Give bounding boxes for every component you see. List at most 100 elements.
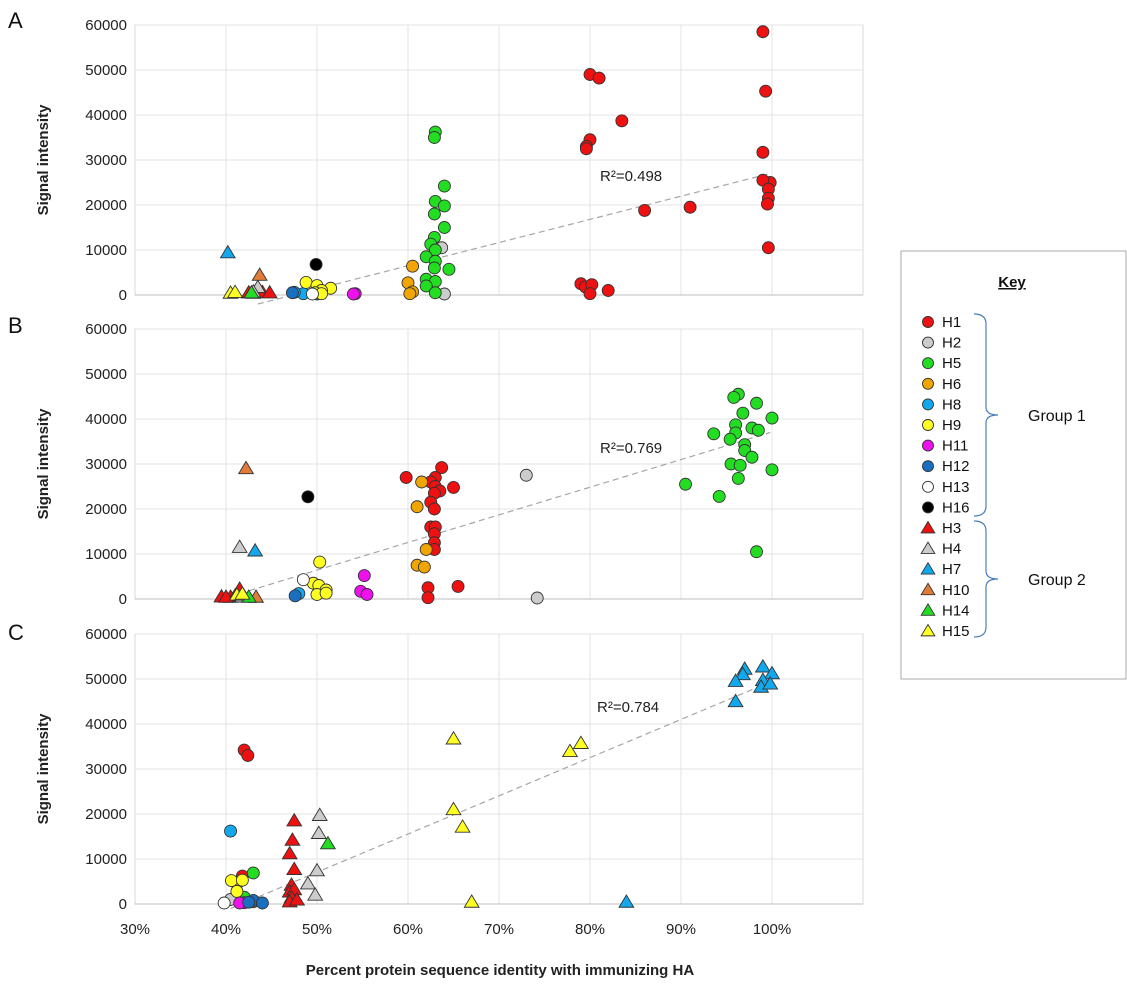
key-title: Key: [998, 274, 1026, 291]
plot-panels: 0 10000 20000 30000 40000 50000 60000 Signal in…: [8, 8, 863, 938]
key-label: H6: [942, 376, 961, 393]
data-point-H1: [616, 115, 628, 127]
x-tick-label: 80%: [575, 921, 605, 938]
data-point-H5: [708, 428, 720, 440]
data-point-H5: [713, 490, 725, 502]
y-axis-label: Signal intensity: [35, 104, 52, 216]
key-marker-H16: [923, 502, 934, 513]
data-point-H13: [306, 288, 318, 300]
x-tick-label: 100%: [753, 921, 791, 938]
y-tick-label: 50000: [85, 62, 127, 79]
data-point-H5: [746, 451, 758, 463]
data-point-H5: [766, 464, 778, 476]
y-tick-label: 10000: [85, 546, 127, 563]
data-point-H1: [448, 481, 460, 493]
data-point-H12: [289, 590, 301, 602]
panel-C: 010000200003000040000500006000030% 40% 50%…: [8, 620, 863, 938]
key-label: H12: [942, 458, 970, 475]
data-point-H1: [428, 503, 440, 515]
data-point-H9: [225, 875, 237, 887]
data-point-H2: [520, 469, 532, 481]
y-tick-label: 60000: [85, 626, 127, 643]
data-point-H5: [438, 180, 450, 192]
key-label: H8: [942, 396, 961, 413]
data-point-H8: [225, 825, 237, 837]
data-point-H5: [428, 208, 440, 220]
key-label: H16: [942, 499, 970, 516]
data-point-H6: [418, 561, 430, 573]
x-tick-label: 90%: [666, 921, 696, 938]
data-point-H6: [404, 288, 416, 300]
data-point-H5: [438, 222, 450, 234]
data-point-H5: [737, 407, 749, 419]
key-label: H13: [942, 479, 970, 496]
key-marker-H13: [923, 481, 934, 492]
key-marker-H6: [923, 378, 934, 389]
data-point-H5: [443, 263, 455, 275]
y-tick-label: 40000: [85, 107, 127, 124]
data-point-H5: [751, 397, 763, 409]
data-point-H12: [243, 896, 255, 908]
data-point-H13: [297, 574, 309, 586]
x-tick-label: 30%: [120, 921, 150, 938]
data-point-H16: [310, 258, 322, 270]
y-tick-label: 20000: [85, 501, 127, 518]
data-point-H6: [420, 544, 432, 556]
data-point-H9: [300, 276, 312, 288]
data-point-H11: [347, 288, 359, 300]
y-tick-label: 30000: [85, 152, 127, 169]
data-point-H1: [757, 26, 769, 38]
x-tick-label: 50%: [302, 921, 332, 938]
key-label: H15: [942, 623, 970, 640]
y-tick-label: 50000: [85, 366, 127, 383]
key-marker-H11: [923, 440, 934, 451]
x-axis-label: Percent protein sequence identity with i…: [306, 962, 695, 979]
data-point-H9: [314, 556, 326, 568]
panel-A: 0 10000 20000 30000 40000 50000 60000 Signal in…: [8, 8, 863, 304]
r-squared-label: R²=0.769: [600, 440, 662, 457]
r-squared-label: R²=0.498: [600, 168, 662, 185]
x-tick-label: 40%: [211, 921, 241, 938]
y-tick-label: 0: [119, 287, 127, 304]
key-marker-H12: [923, 461, 934, 472]
key-marker-H8: [923, 399, 934, 410]
y-axis-label: Signal intensity: [35, 408, 52, 520]
data-point-H1: [580, 143, 592, 155]
r-squared-label: R²=0.784: [597, 699, 659, 716]
data-point-H1: [761, 198, 773, 210]
y-tick-label: 40000: [85, 716, 127, 733]
panel-B: 0100002000030000400005000060000Signal in…: [8, 313, 863, 608]
data-point-H1: [452, 580, 464, 592]
data-point-H5: [429, 287, 441, 299]
y-axis-label: Signal intensity: [35, 713, 52, 825]
data-point-H16: [302, 491, 314, 503]
data-point-H1: [584, 288, 596, 300]
data-point-H13: [218, 897, 230, 909]
data-point-H5: [752, 424, 764, 436]
y-tick-label: 0: [119, 896, 127, 913]
y-tick-label: 10000: [85, 851, 127, 868]
data-point-H1: [760, 85, 772, 97]
data-point-H5: [247, 867, 259, 879]
y-tick-label: 30000: [85, 761, 127, 778]
key-label: H10: [942, 582, 970, 599]
key-marker-H1: [923, 317, 934, 328]
key-label: H14: [942, 602, 970, 619]
data-point-H12: [256, 897, 268, 909]
data-point-H11: [358, 570, 370, 582]
data-point-H11: [361, 589, 373, 601]
key-label: H5: [942, 355, 961, 372]
data-point-H5: [751, 546, 763, 558]
data-point-H9: [231, 885, 243, 897]
data-point-H1: [593, 72, 605, 84]
key-label: H11: [942, 438, 968, 455]
data-point-H5: [728, 391, 740, 403]
data-point-H1: [762, 242, 774, 254]
data-point-H9: [320, 587, 332, 599]
key-label: H4: [942, 541, 961, 558]
data-point-H6: [416, 476, 428, 488]
key-label: H3: [942, 520, 961, 537]
data-point-H6: [411, 501, 423, 513]
data-point-H1: [602, 285, 614, 297]
data-point-H2: [531, 592, 543, 604]
